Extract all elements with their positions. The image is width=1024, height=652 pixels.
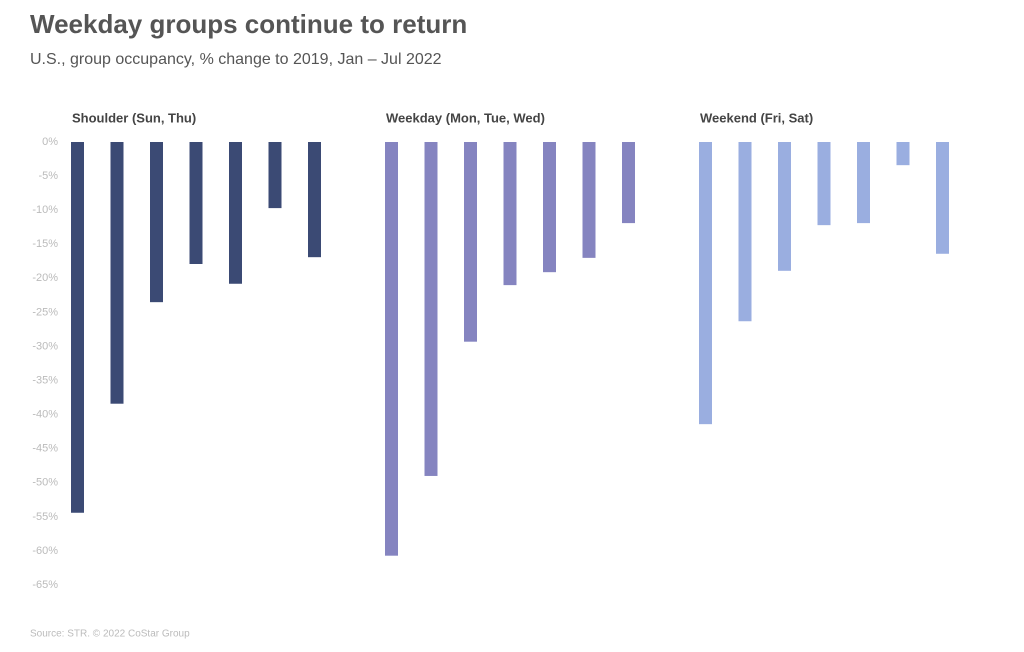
panel-title: Shoulder (Sun, Thu) xyxy=(72,110,196,125)
bar xyxy=(936,142,949,254)
y-tick-label: -15% xyxy=(32,238,58,250)
y-tick-label: -45% xyxy=(32,443,58,455)
y-tick-label: -30% xyxy=(32,340,58,352)
bar xyxy=(622,142,635,224)
y-tick-label: -35% xyxy=(32,374,58,386)
y-tick-label: -10% xyxy=(32,204,58,216)
chart-title: Weekday groups continue to return xyxy=(30,9,467,39)
bar xyxy=(699,142,712,425)
panel-title: Weekday (Mon, Tue, Wed) xyxy=(386,110,545,125)
y-tick-label: -65% xyxy=(32,579,58,591)
bar xyxy=(817,142,831,226)
y-tick-label: -25% xyxy=(32,306,58,318)
y-tick-label: -5% xyxy=(38,170,58,182)
y-tick-label: -50% xyxy=(32,477,58,489)
y-tick-label: -20% xyxy=(32,272,58,284)
bar xyxy=(464,142,477,342)
panel-title: Weekend (Fri, Sat) xyxy=(700,110,813,125)
bar xyxy=(503,142,517,286)
chart-subtitle: U.S., group occupancy, % change to 2019,… xyxy=(30,51,442,68)
source-note: Source: STR. © 2022 CoStar Group xyxy=(30,629,190,640)
bar xyxy=(543,142,556,273)
bar xyxy=(778,142,791,271)
bar xyxy=(268,142,282,209)
bar xyxy=(71,142,84,513)
bar xyxy=(738,142,752,322)
bar xyxy=(189,142,203,264)
bar xyxy=(150,142,163,303)
bar xyxy=(582,142,596,258)
bar xyxy=(857,142,870,224)
bar xyxy=(308,142,321,258)
bar xyxy=(229,142,242,284)
y-tick-label: -40% xyxy=(32,409,58,421)
y-tick-label: 0% xyxy=(42,136,58,148)
bar xyxy=(424,142,438,476)
bar xyxy=(896,142,910,166)
bar xyxy=(385,142,398,556)
y-tick-label: -60% xyxy=(32,545,58,557)
bar xyxy=(110,142,124,404)
y-tick-label: -55% xyxy=(32,511,58,523)
